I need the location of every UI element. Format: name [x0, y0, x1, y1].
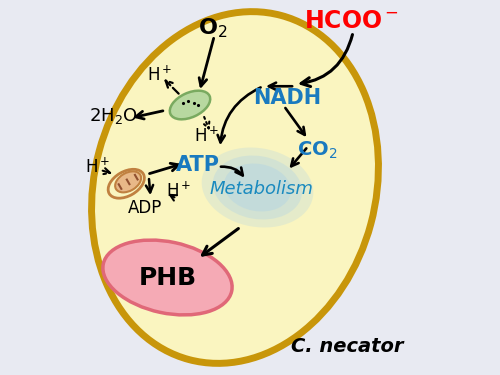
Text: ATP: ATP — [176, 155, 220, 175]
Text: H$^+$: H$^+$ — [148, 65, 172, 85]
Text: H$^+$: H$^+$ — [84, 157, 110, 177]
Text: O$_2$: O$_2$ — [198, 16, 227, 40]
Text: PHB: PHB — [138, 266, 196, 290]
Text: H$^+$: H$^+$ — [166, 182, 192, 201]
Text: 2H$_2$O: 2H$_2$O — [88, 106, 138, 126]
Text: NADH: NADH — [254, 87, 322, 108]
Ellipse shape — [103, 240, 232, 315]
Ellipse shape — [170, 91, 210, 119]
Ellipse shape — [92, 12, 379, 363]
Text: Metabolism: Metabolism — [210, 180, 313, 198]
Ellipse shape — [224, 164, 291, 211]
Ellipse shape — [213, 156, 302, 219]
Text: H$^+$: H$^+$ — [194, 126, 220, 146]
Ellipse shape — [202, 147, 314, 228]
Text: CO$_2$: CO$_2$ — [298, 140, 338, 160]
Text: ADP: ADP — [128, 199, 162, 217]
Text: C. necator: C. necator — [291, 338, 404, 356]
Text: HCOO$^-$: HCOO$^-$ — [304, 9, 398, 33]
Ellipse shape — [115, 171, 141, 192]
